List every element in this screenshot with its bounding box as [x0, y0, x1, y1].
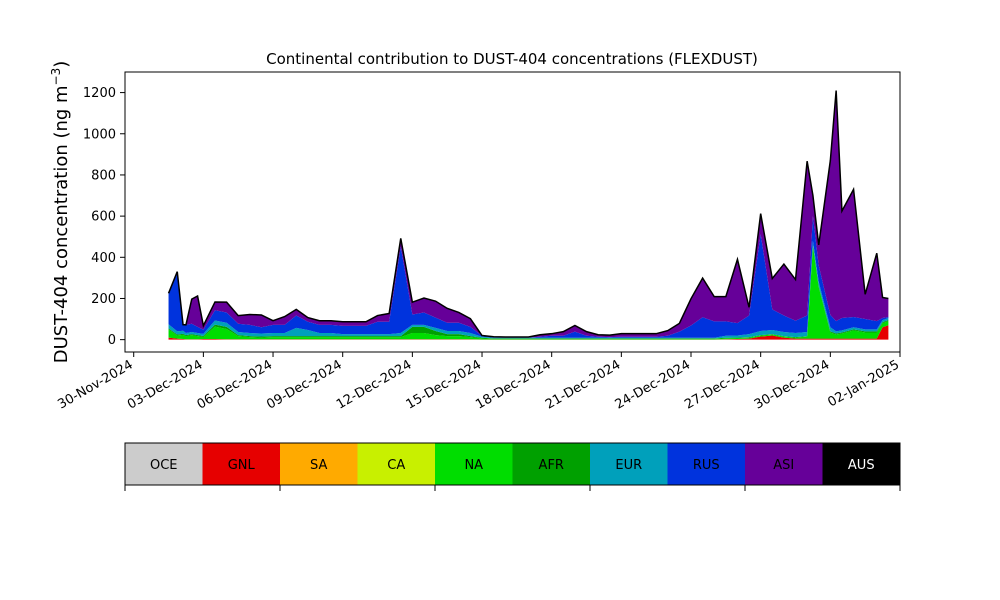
legend-swatch-gnl — [202, 443, 280, 485]
legend-frame — [124, 442, 901, 486]
y-tick-label: 1000 — [83, 127, 116, 142]
legend-swatch-eur — [590, 443, 668, 485]
legend-label-aus: AUS — [848, 458, 875, 473]
legend-label-rus: RUS — [693, 458, 720, 473]
legend-swatch-ca — [357, 443, 435, 485]
legend-swatch-oce — [125, 443, 203, 485]
legend-label-ca: CA — [387, 458, 405, 473]
y-tick-label: 0 — [108, 333, 116, 348]
legend-label-oce: OCE — [150, 458, 178, 473]
legend-swatch-afr — [512, 443, 590, 485]
y-axis-label-exponent: −3 — [49, 68, 63, 86]
chart-title: Continental contribution to DUST-404 con… — [266, 50, 758, 68]
y-tick-label: 1200 — [83, 86, 116, 101]
stacked-areas — [168, 90, 889, 340]
y-tick-label: 800 — [91, 168, 116, 183]
y-tick-label: 200 — [91, 292, 116, 307]
legend-swatch-sa — [280, 443, 358, 485]
y-tick-label: 400 — [91, 251, 116, 266]
legend-label-afr: AFR — [539, 458, 564, 473]
legend-swatch-aus — [822, 443, 900, 485]
legend-label-asi: ASI — [773, 458, 794, 473]
area-na — [168, 245, 889, 340]
legend-swatch-rus — [667, 443, 745, 485]
y-axis: 0 200 400 600 800 1000 1200 — [83, 86, 125, 348]
y-tick-label: 600 — [91, 210, 116, 225]
legend-swatch-na — [435, 443, 513, 485]
legend-label-eur: EUR — [615, 458, 642, 473]
y-axis-label: DUST-404 concentration (ng m−3) — [49, 61, 72, 364]
legend-swatch-asi — [745, 443, 823, 485]
y-axis-label-close: ) — [51, 61, 72, 68]
legend-label-gnl: GNL — [228, 458, 256, 473]
area-rus — [168, 216, 889, 338]
legend-label-na: NA — [464, 458, 483, 473]
legend-label-sa: SA — [310, 458, 327, 473]
legend-colorbar: OCE GNL SA CA NA AFR EUR RUS ASI AUS — [124, 442, 901, 491]
total-outline — [167, 90, 889, 338]
y-axis-label-main: DUST-404 concentration (ng m — [51, 85, 72, 363]
plot-frame — [124, 71, 901, 353]
